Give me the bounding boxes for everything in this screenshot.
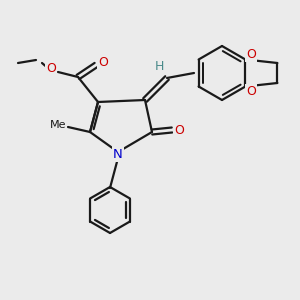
Text: O: O bbox=[98, 56, 108, 70]
Text: O: O bbox=[246, 48, 256, 61]
Text: Me: Me bbox=[50, 120, 66, 130]
Text: O: O bbox=[174, 124, 184, 136]
Text: H: H bbox=[154, 59, 164, 73]
Text: N: N bbox=[113, 148, 123, 160]
Text: O: O bbox=[246, 85, 256, 98]
Text: O: O bbox=[46, 62, 56, 76]
